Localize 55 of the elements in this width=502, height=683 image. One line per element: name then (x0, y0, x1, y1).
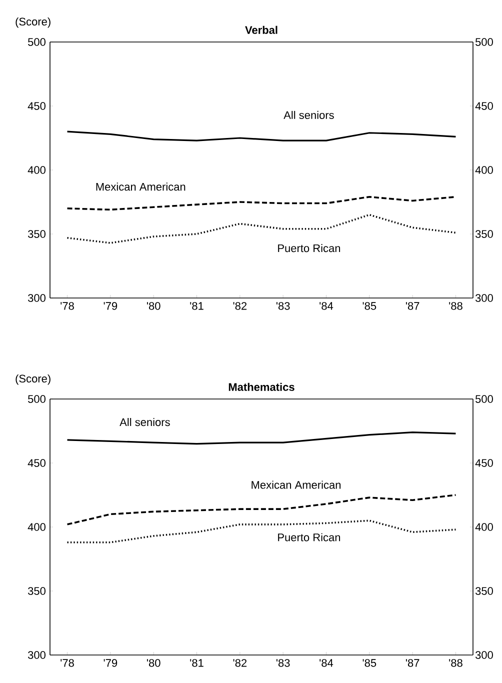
x-tick-label: '80 (146, 302, 160, 310)
y2-tick-label: 350 (475, 230, 493, 238)
y-axis-title: (Score) (16, 374, 50, 385)
chart-title: Mathematics (228, 382, 294, 391)
y2-tick-label: 500 (475, 395, 493, 403)
y2-tick-label: 450 (475, 459, 493, 467)
y2-tick-label: 450 (475, 102, 493, 110)
line-series (66, 130, 457, 142)
series-label: Mexican American (252, 480, 341, 489)
x-tick-label: '85 (362, 302, 376, 310)
line-series (66, 520, 457, 544)
line-series (66, 431, 457, 445)
x-tick-label: '79 (104, 302, 118, 310)
x-tick-label: '83 (276, 302, 290, 310)
series-label: Mexican American (96, 182, 186, 191)
y-tick-label: 350 (28, 587, 46, 595)
y-tick-label: 500 (28, 395, 46, 403)
series-label: All seniors (284, 110, 334, 119)
x-tick-label: '84 (320, 302, 334, 310)
x-tick-label: '82 (233, 659, 247, 667)
x-tick-label: '80 (146, 659, 160, 667)
x-tick-label: '83 (276, 659, 290, 667)
line-series (66, 214, 457, 244)
x-tick-label: '81 (190, 659, 204, 667)
y2-tick-label: 300 (475, 294, 493, 302)
x-tick-label: '78 (60, 659, 74, 667)
x-tick-label: '87 (406, 302, 420, 310)
x-tick-label: '88 (449, 659, 462, 667)
y2-tick-label: 400 (475, 166, 493, 174)
y-tick-label: 500 (28, 38, 46, 46)
chart-title: Verbal (245, 26, 278, 34)
x-tick-label: '88 (449, 302, 462, 310)
y2-tick-label: 400 (475, 523, 493, 531)
x-tick-label: '87 (406, 659, 420, 667)
x-tick-label: '78 (60, 302, 74, 310)
x-tick-label: '85 (362, 659, 376, 667)
y2-tick-label: 500 (475, 38, 493, 46)
line-series (66, 494, 457, 526)
series-label: Puerto Rican (278, 533, 340, 542)
y2-tick-label: 300 (475, 651, 493, 659)
y-tick-label: 300 (28, 651, 46, 659)
series-label: All seniors (120, 418, 170, 426)
y-tick-label: 400 (28, 166, 46, 174)
y-tick-label: 450 (28, 102, 46, 110)
series-label: Puerto Rican (278, 244, 340, 252)
x-tick-label: '84 (320, 659, 334, 667)
y2-tick-label: 350 (475, 587, 493, 595)
x-tick-label: '79 (104, 659, 118, 667)
y-tick-label: 450 (28, 459, 46, 467)
x-tick-label: '82 (233, 302, 247, 310)
y-tick-label: 400 (28, 523, 46, 531)
y-axis-title: (Score) (16, 17, 50, 28)
y-tick-label: 350 (28, 230, 46, 238)
y-tick-label: 300 (28, 294, 46, 302)
x-tick-label: '81 (190, 302, 204, 310)
